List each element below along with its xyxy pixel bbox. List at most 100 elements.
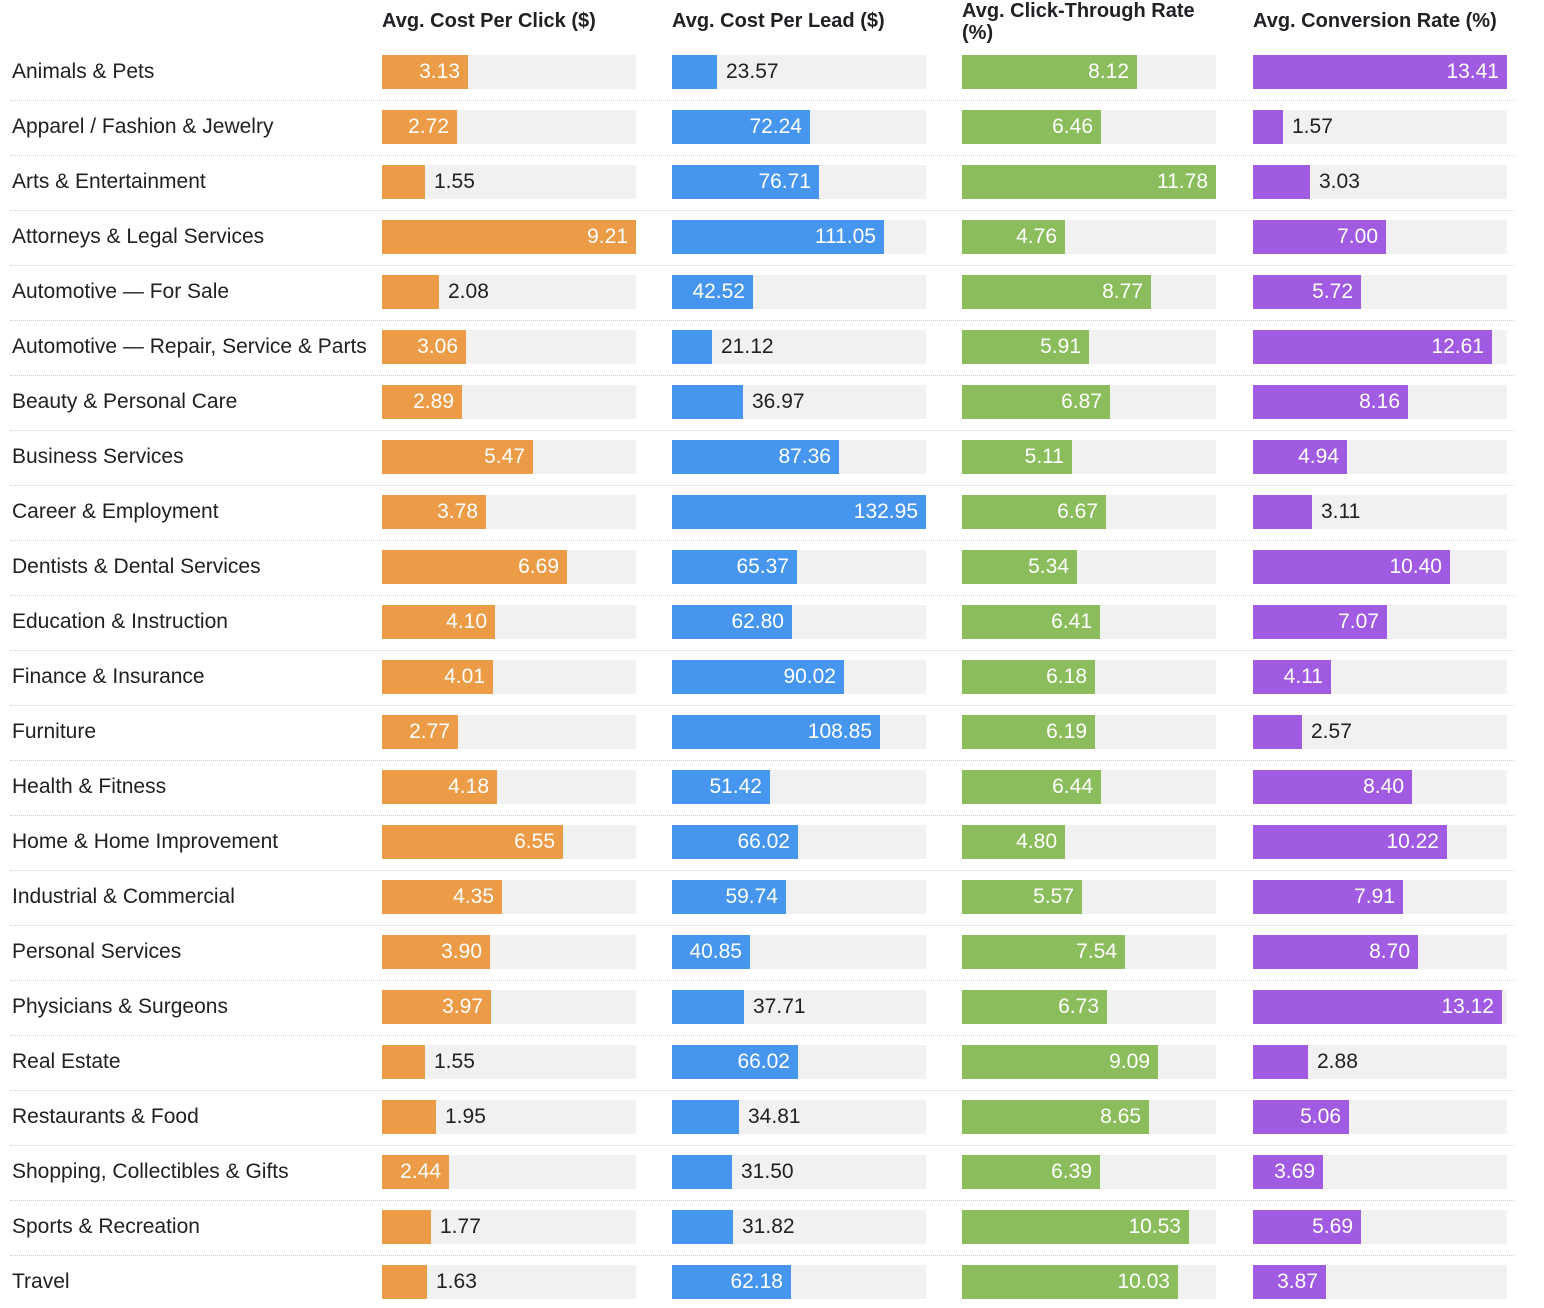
data-label-cvr: 8.70 <box>1369 940 1410 963</box>
row-separator <box>10 595 1514 596</box>
bar-track-cpl: 37.71 <box>672 990 926 1024</box>
category-label: Career & Employment <box>12 500 219 523</box>
row-separator <box>10 980 1514 981</box>
row-separator <box>10 320 1514 321</box>
category-label: Business Services <box>12 445 184 468</box>
bar-track-cpc: 3.06 <box>382 330 636 364</box>
bar-track-cpc: 6.69 <box>382 550 636 584</box>
bar-cvr <box>1253 660 1331 694</box>
data-label-cpl: 111.05 <box>814 225 876 248</box>
data-label-cpl: 72.24 <box>749 115 802 138</box>
bar-cvr <box>1253 935 1418 969</box>
bar-cpl <box>672 440 839 474</box>
data-label-cpc: 6.55 <box>514 830 555 853</box>
bar-track-cpc: 3.13 <box>382 55 636 89</box>
bar-cpc <box>382 935 490 969</box>
data-label-ctr: 10.03 <box>1117 1270 1170 1293</box>
bar-track-cpl: 111.05 <box>672 220 926 254</box>
bar-cpc <box>382 550 567 584</box>
category-label: Industrial & Commercial <box>12 885 235 908</box>
bar-cpc <box>382 275 439 309</box>
bar-track-ctr: 8.12 <box>962 55 1216 89</box>
data-label-cpl: 87.36 <box>778 445 831 468</box>
bar-ctr <box>962 715 1095 749</box>
bar-track-cpc: 1.77 <box>382 1210 636 1244</box>
bar-ctr <box>962 275 1151 309</box>
data-label-cvr: 5.72 <box>1312 280 1353 303</box>
bar-track-cpl: 62.18 <box>672 1265 926 1299</box>
bar-track-cpl: 66.02 <box>672 1045 926 1079</box>
bar-track-cpl: 90.02 <box>672 660 926 694</box>
data-label-cpc: 3.06 <box>417 335 458 358</box>
data-label-ctr: 6.46 <box>1052 115 1093 138</box>
bar-cpc <box>382 165 425 199</box>
bar-track-cpl: 108.85 <box>672 715 926 749</box>
data-label-cpc: 3.13 <box>419 60 460 83</box>
bar-track-cpl: 87.36 <box>672 440 926 474</box>
data-label-cpl: 65.37 <box>736 555 789 578</box>
data-label-cvr: 3.11 <box>1321 500 1361 523</box>
bar-cpc <box>382 880 502 914</box>
bar-track-ctr: 6.46 <box>962 110 1216 144</box>
row-separator <box>10 375 1514 376</box>
bar-track-cvr: 13.12 <box>1253 990 1507 1024</box>
bar-track-cpc: 1.95 <box>382 1100 636 1134</box>
row-separator <box>10 1035 1514 1036</box>
bar-ctr <box>962 165 1216 199</box>
bar-track-ctr: 5.57 <box>962 880 1216 914</box>
data-label-cpl: 51.42 <box>709 775 762 798</box>
bar-cpl <box>672 55 717 89</box>
bar-track-cpl: 23.57 <box>672 55 926 89</box>
data-label-cpc: 1.55 <box>434 1050 475 1073</box>
data-label-cpl: 40.85 <box>689 940 742 963</box>
bar-track-ctr: 6.67 <box>962 495 1216 529</box>
bar-track-cpl: 31.82 <box>672 1210 926 1244</box>
row-separator <box>10 760 1514 761</box>
data-label-cpl: 108.85 <box>807 720 872 743</box>
category-label: Sports & Recreation <box>12 1215 200 1238</box>
bar-track-ctr: 6.19 <box>962 715 1216 749</box>
bar-track-cpc: 3.90 <box>382 935 636 969</box>
data-label-cpc: 2.89 <box>413 390 454 413</box>
bar-track-cpc: 2.89 <box>382 385 636 419</box>
bar-cvr <box>1253 825 1447 859</box>
bar-track-cpc: 3.97 <box>382 990 636 1024</box>
data-label-cpl: 34.81 <box>748 1105 801 1128</box>
bar-cpl <box>672 1155 732 1189</box>
bar-ctr <box>962 550 1077 584</box>
bar-cpc <box>382 660 493 694</box>
bar-track-ctr: 6.39 <box>962 1155 1216 1189</box>
bar-cvr <box>1253 495 1312 529</box>
column-header-ctr: Avg. Click-Through Rate (%) <box>962 0 1195 44</box>
bar-track-cpl: 51.42 <box>672 770 926 804</box>
bar-cpl <box>672 990 744 1024</box>
category-label: Automotive — Repair, Service & Parts <box>12 335 367 358</box>
bar-track-cpl: 36.97 <box>672 385 926 419</box>
bar-track-cvr: 8.40 <box>1253 770 1507 804</box>
data-label-cpl: 76.71 <box>758 170 811 193</box>
bar-track-cpc: 2.72 <box>382 110 636 144</box>
data-label-ctr: 5.34 <box>1028 555 1069 578</box>
data-label-cvr: 12.61 <box>1431 335 1484 358</box>
data-label-ctr: 6.87 <box>1061 390 1102 413</box>
data-label-ctr: 6.19 <box>1046 720 1087 743</box>
data-label-ctr: 5.57 <box>1033 885 1074 908</box>
bar-ctr <box>962 660 1095 694</box>
bar-track-cpc: 1.55 <box>382 1045 636 1079</box>
data-label-ctr: 6.44 <box>1052 775 1093 798</box>
bar-cpl <box>672 1100 739 1134</box>
bar-ctr <box>962 1045 1158 1079</box>
bar-track-cpl: 40.85 <box>672 935 926 969</box>
bar-cvr <box>1253 605 1387 639</box>
bar-track-ctr: 10.53 <box>962 1210 1216 1244</box>
category-label: Education & Instruction <box>12 610 228 633</box>
bar-cpl <box>672 385 743 419</box>
bar-track-cpl: 65.37 <box>672 550 926 584</box>
row-separator <box>10 100 1514 101</box>
bar-cpl <box>672 1265 791 1299</box>
bar-track-cpc: 2.77 <box>382 715 636 749</box>
bar-ctr <box>962 220 1065 254</box>
bar-cvr <box>1253 385 1408 419</box>
bar-track-cpl: 66.02 <box>672 825 926 859</box>
bar-cpc <box>382 1265 427 1299</box>
